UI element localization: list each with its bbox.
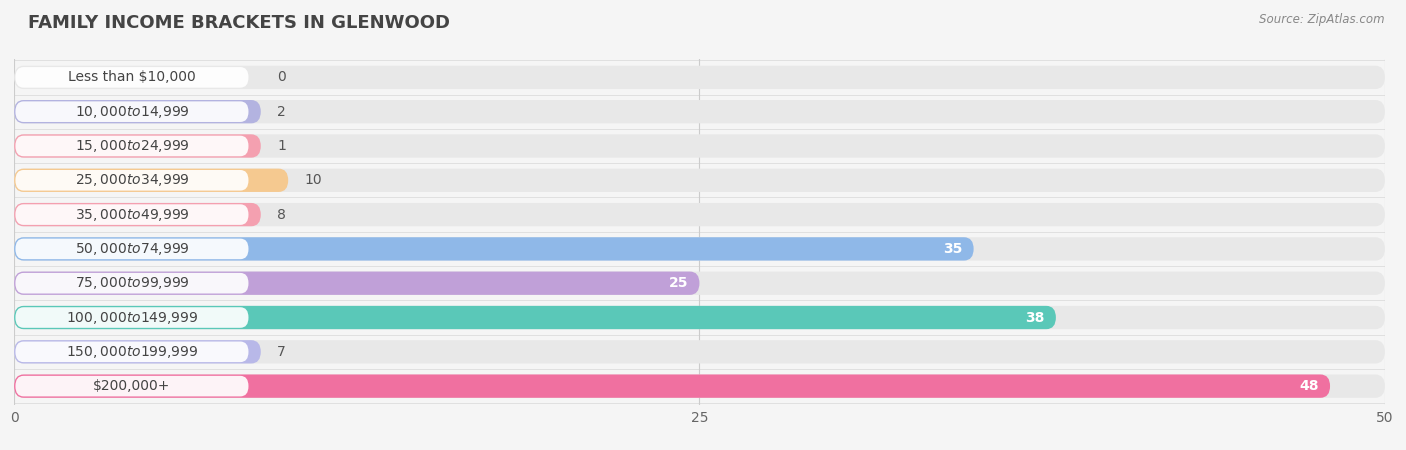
FancyBboxPatch shape bbox=[14, 306, 1385, 329]
FancyBboxPatch shape bbox=[15, 136, 249, 156]
Text: $35,000 to $49,999: $35,000 to $49,999 bbox=[75, 207, 190, 223]
FancyBboxPatch shape bbox=[14, 374, 1385, 398]
FancyBboxPatch shape bbox=[15, 101, 249, 122]
FancyBboxPatch shape bbox=[14, 374, 1330, 398]
FancyBboxPatch shape bbox=[15, 342, 249, 362]
Text: 38: 38 bbox=[1025, 310, 1045, 324]
Text: $10,000 to $14,999: $10,000 to $14,999 bbox=[75, 104, 190, 120]
Text: $100,000 to $149,999: $100,000 to $149,999 bbox=[66, 310, 198, 325]
Text: $150,000 to $199,999: $150,000 to $199,999 bbox=[66, 344, 198, 360]
Text: $15,000 to $24,999: $15,000 to $24,999 bbox=[75, 138, 190, 154]
Text: $75,000 to $99,999: $75,000 to $99,999 bbox=[75, 275, 190, 291]
Text: 1: 1 bbox=[277, 139, 287, 153]
FancyBboxPatch shape bbox=[15, 67, 249, 88]
FancyBboxPatch shape bbox=[14, 66, 1385, 89]
FancyBboxPatch shape bbox=[15, 307, 249, 328]
FancyBboxPatch shape bbox=[15, 376, 249, 396]
FancyBboxPatch shape bbox=[15, 204, 249, 225]
Text: $25,000 to $34,999: $25,000 to $34,999 bbox=[75, 172, 190, 188]
Text: Less than $10,000: Less than $10,000 bbox=[67, 70, 195, 84]
FancyBboxPatch shape bbox=[14, 134, 262, 158]
FancyBboxPatch shape bbox=[14, 134, 1385, 158]
Text: 10: 10 bbox=[305, 173, 322, 187]
Text: 7: 7 bbox=[277, 345, 285, 359]
FancyBboxPatch shape bbox=[14, 169, 288, 192]
FancyBboxPatch shape bbox=[14, 340, 1385, 364]
FancyBboxPatch shape bbox=[15, 170, 249, 191]
Text: 2: 2 bbox=[277, 105, 285, 119]
Text: $50,000 to $74,999: $50,000 to $74,999 bbox=[75, 241, 190, 257]
Text: 8: 8 bbox=[277, 207, 287, 221]
FancyBboxPatch shape bbox=[14, 306, 1056, 329]
FancyBboxPatch shape bbox=[14, 271, 1385, 295]
Text: $200,000+: $200,000+ bbox=[93, 379, 170, 393]
FancyBboxPatch shape bbox=[15, 273, 249, 293]
FancyBboxPatch shape bbox=[14, 237, 973, 261]
FancyBboxPatch shape bbox=[14, 203, 262, 226]
Text: FAMILY INCOME BRACKETS IN GLENWOOD: FAMILY INCOME BRACKETS IN GLENWOOD bbox=[28, 14, 450, 32]
FancyBboxPatch shape bbox=[14, 100, 1385, 123]
Text: 25: 25 bbox=[669, 276, 689, 290]
FancyBboxPatch shape bbox=[14, 203, 1385, 226]
FancyBboxPatch shape bbox=[14, 340, 262, 364]
Text: 48: 48 bbox=[1299, 379, 1319, 393]
FancyBboxPatch shape bbox=[15, 238, 249, 259]
FancyBboxPatch shape bbox=[14, 100, 262, 123]
FancyBboxPatch shape bbox=[14, 169, 1385, 192]
FancyBboxPatch shape bbox=[14, 271, 700, 295]
Text: 0: 0 bbox=[277, 70, 285, 84]
FancyBboxPatch shape bbox=[14, 237, 1385, 261]
Text: 35: 35 bbox=[943, 242, 963, 256]
Text: Source: ZipAtlas.com: Source: ZipAtlas.com bbox=[1260, 14, 1385, 27]
